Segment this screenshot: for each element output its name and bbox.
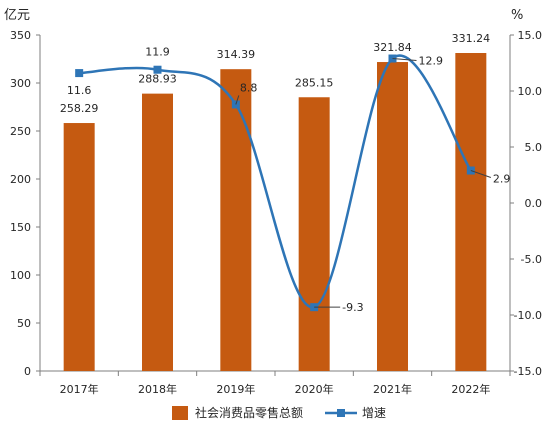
y-axis-unit-label: 亿元 [4, 8, 30, 23]
y-tick-label-1: 50 [17, 317, 31, 330]
legend-label-line: 增速 [362, 406, 386, 420]
legend-swatch-bar [172, 406, 188, 420]
growth-label-leader-2022 [470, 170, 491, 178]
growth-line [79, 54, 472, 309]
growth-marker-2017 [75, 69, 84, 78]
bar-2020 [298, 97, 330, 372]
growth-value-label-2020: -9.3 [342, 301, 363, 314]
growth-value-label-2018: 11.9 [145, 46, 170, 59]
y2-tick-label-0: -15.0 [514, 365, 542, 378]
growth-label-leader-2021 [392, 58, 417, 62]
legend-label-bar: 社会消费品零售总额 [195, 405, 303, 420]
y2-tick-label-4: 5.0 [525, 141, 543, 154]
y2-tick-label-5: 10.0 [518, 85, 543, 98]
bar-2017 [63, 123, 95, 372]
growth-label-leader-2019 [235, 95, 240, 105]
growth-marker-2018 [153, 65, 162, 74]
x-tick-label-2017: 2017年 [60, 382, 99, 396]
x-tick-label-2021: 2021年 [373, 382, 412, 396]
bar-2018 [142, 93, 173, 371]
bar-value-label-2019: 314.39 [217, 48, 256, 61]
growth-value-labels: 11.6 11.9 8.8 -9.3 12.9 2.9 [67, 46, 510, 314]
x-tick-label-2022: 2022年 [451, 382, 490, 396]
y-tick-label-5: 250 [10, 125, 31, 138]
legend: 社会消费品零售总额 增速 [172, 405, 386, 420]
bar-2021 [377, 62, 408, 371]
bar-2022 [455, 53, 487, 371]
y-tick-label-2: 100 [10, 269, 31, 282]
y2-tick-label-1: -10.0 [514, 309, 542, 322]
y-tick-label-7: 350 [10, 29, 31, 42]
bar-value-label-2018: 288.93 [138, 73, 177, 86]
axes: 0 50 100 150 200 250 300 350 -15.0 -10.0 -5.0 0.0 5.… [10, 29, 542, 396]
legend-marker-square [337, 409, 345, 417]
y-tick-label-3: 150 [10, 221, 31, 234]
y2-axis-unit-label: % [511, 8, 523, 23]
y-tick-label-0: 0 [24, 365, 31, 378]
bar-value-label-2020: 285.15 [295, 76, 334, 89]
y2-tick-label-3: 0.0 [525, 197, 543, 210]
bar-value-labels: 258.29 288.93 314.39 285.15 321.84 331.24 [60, 32, 490, 115]
bar-2019 [220, 69, 252, 371]
growth-value-label-2021: 12.9 [419, 55, 444, 68]
growth-value-label-2022: 2.9 [493, 173, 511, 186]
x-tick-label-2019: 2019年 [216, 382, 255, 396]
bar-series [63, 53, 487, 372]
bar-value-label-2017: 258.29 [60, 102, 99, 115]
y-tick-label-6: 300 [10, 77, 31, 90]
growth-value-label-2019: 8.8 [240, 81, 257, 94]
bar-value-label-2021: 321.84 [373, 41, 412, 54]
y2-tick-label-6: 15.0 [518, 29, 543, 42]
y2-tick-label-2: -5.0 [521, 253, 542, 266]
growth-line-series [75, 54, 475, 312]
bar-value-label-2022: 331.24 [452, 32, 491, 45]
y-tick-label-4: 200 [10, 173, 31, 186]
growth-value-label-2017: 11.6 [67, 84, 92, 97]
x-tick-label-2020: 2020年 [295, 382, 334, 396]
x-tick-label-2018: 2018年 [138, 382, 177, 396]
